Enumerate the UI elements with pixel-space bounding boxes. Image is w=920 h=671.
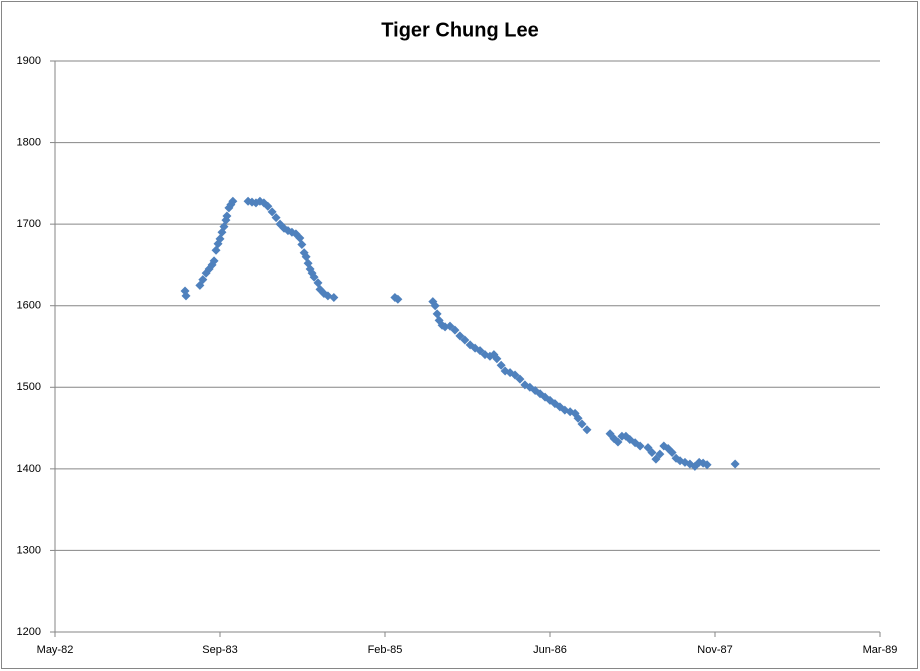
marker xyxy=(329,293,339,303)
marker xyxy=(393,294,403,304)
marker xyxy=(301,252,311,262)
marker xyxy=(247,197,257,207)
x-tick-label: May-82 xyxy=(37,644,74,656)
x-tick-label: Sep-83 xyxy=(202,644,237,656)
marker xyxy=(492,354,502,364)
marker xyxy=(219,222,229,232)
marker xyxy=(430,301,440,311)
marker xyxy=(496,360,506,370)
marker xyxy=(582,425,592,435)
marker xyxy=(309,272,319,282)
marker xyxy=(271,213,281,223)
marker xyxy=(730,459,740,469)
marker xyxy=(299,248,309,258)
y-tick-label: 1200 xyxy=(17,626,41,638)
y-tick-label: 1500 xyxy=(17,381,41,393)
marker xyxy=(460,335,470,345)
marker xyxy=(613,437,623,447)
marker xyxy=(577,419,587,429)
y-tick-label: 1700 xyxy=(17,218,41,230)
marker xyxy=(573,413,583,423)
marker xyxy=(635,441,645,451)
marker xyxy=(222,211,232,221)
marker xyxy=(267,207,277,217)
y-tick-label: 1400 xyxy=(17,463,41,475)
marker xyxy=(263,201,273,211)
marker xyxy=(655,449,665,459)
x-tick-label: Jun-86 xyxy=(533,644,567,656)
marker xyxy=(297,240,307,250)
marker xyxy=(667,448,677,458)
marker xyxy=(450,325,460,335)
marker xyxy=(475,346,485,356)
marker xyxy=(455,331,465,341)
marker xyxy=(313,278,323,288)
y-tick-label: 1800 xyxy=(17,136,41,148)
marker xyxy=(228,196,238,206)
marker xyxy=(295,233,305,243)
marker xyxy=(432,309,442,319)
chart-title: Tiger Chung Lee xyxy=(381,19,538,41)
x-tick-label: Feb-85 xyxy=(368,644,403,656)
marker xyxy=(209,256,219,266)
marker xyxy=(215,234,225,244)
y-tick-label: 1600 xyxy=(17,300,41,312)
marker xyxy=(198,275,208,285)
marker xyxy=(181,291,191,301)
x-tick-label: Nov-87 xyxy=(697,644,732,656)
marker xyxy=(545,395,555,405)
marker xyxy=(211,245,221,255)
marker xyxy=(445,321,455,331)
marker xyxy=(515,374,525,384)
y-tick-label: 1300 xyxy=(17,544,41,556)
y-tick-label: 1900 xyxy=(17,55,41,67)
x-tick-label: Mar-89 xyxy=(863,644,898,656)
marker xyxy=(702,460,712,470)
marker xyxy=(510,370,520,380)
marker xyxy=(647,448,657,458)
